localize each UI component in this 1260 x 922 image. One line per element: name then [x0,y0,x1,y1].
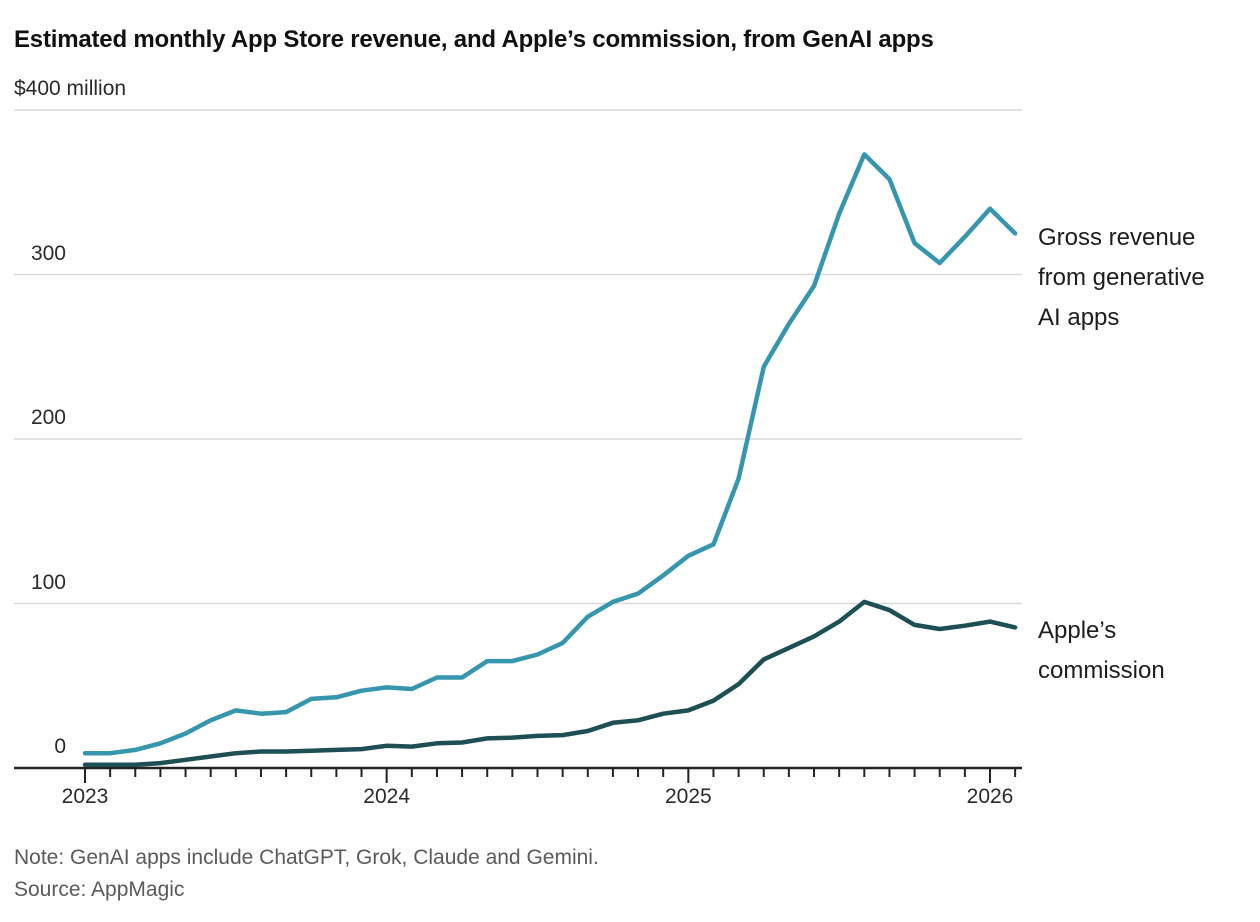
gross-revenue-line [82,152,1018,756]
source-text: Source: AppMagic [14,878,185,901]
series-label-apple-commission: Apple’s commission [1038,611,1165,691]
series-label-commission-line1: Apple’s [1038,617,1117,644]
series-label-gross-revenue: Gross revenue from generative AI apps [1038,218,1205,338]
y-axis-tick-label-0: 0 [54,735,66,758]
footnote: Note: GenAI apps include ChatGPT, Grok, … [14,842,599,906]
series-label-commission-line2: commission [1038,657,1165,684]
series-label-gross-line3: AI apps [1038,304,1120,331]
y-axis-tick-label-200: 200 [30,406,66,429]
series-label-gross-line2: from generative [1038,264,1205,291]
y-axis-tick-label-300: 300 [30,241,66,265]
series-label-gross-line1: Gross revenue [1038,224,1196,251]
x-axis-tick-label-2024: 2024 [363,785,411,808]
commission-line [82,599,1018,767]
x-axis-tick-label-2025: 2025 [664,785,712,808]
y-axis-unit-label: $400 million [14,77,127,100]
x-axis-tick-label-2023: 2023 [61,785,109,808]
y-axis-tick-label-100: 100 [30,570,66,594]
note-text: Note: GenAI apps include ChatGPT, Grok, … [14,846,599,869]
chart-title: Estimated monthly App Store revenue, and… [14,26,934,53]
x-axis-tick-label-2026: 2026 [966,785,1014,808]
